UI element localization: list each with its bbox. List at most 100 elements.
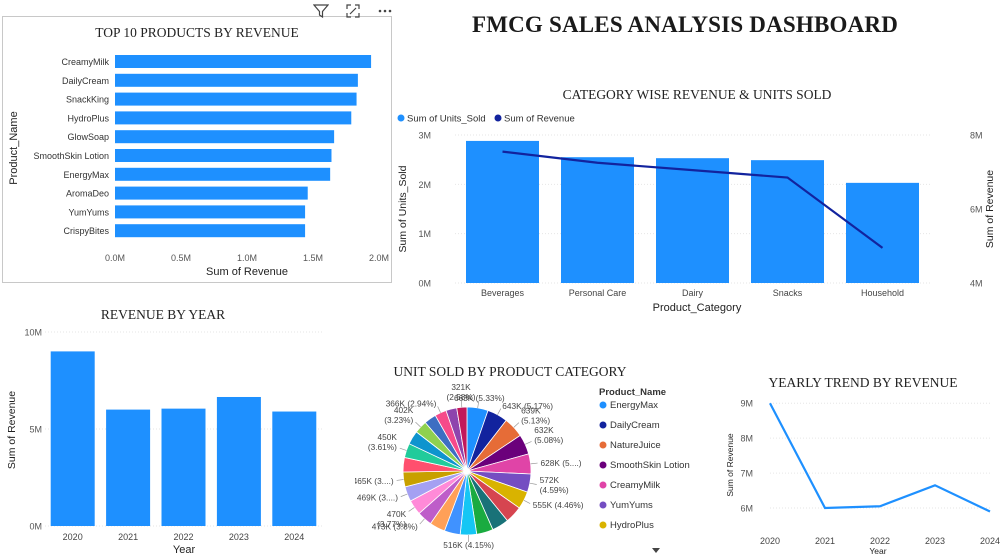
top10-x-tick-label: 1.0M bbox=[237, 253, 257, 263]
category-legend-label: Sum of Units_Sold bbox=[407, 114, 486, 125]
trend-x-axis-label: Year bbox=[869, 546, 886, 555]
pie-data-label: (5.08%) bbox=[534, 435, 563, 445]
pie-legend-label: EnergyMax bbox=[610, 400, 658, 411]
category-y-tick-label: 2M bbox=[418, 180, 431, 190]
category-y2-axis-label: Sum of Revenue bbox=[984, 170, 996, 248]
trend-y-tick-label: 8M bbox=[740, 434, 753, 444]
top10-bar bbox=[115, 111, 351, 124]
year-x-tick-label: 2024 bbox=[284, 532, 304, 542]
pie-legend-label: HydroPlus bbox=[610, 520, 654, 531]
top10-bar bbox=[115, 168, 330, 181]
year-bar bbox=[51, 351, 95, 526]
pie-data-label: (4.59%) bbox=[540, 485, 569, 495]
pie-leader-line bbox=[409, 507, 415, 511]
trend-x-tick-label: 2023 bbox=[925, 536, 945, 546]
category-x-tick-label: Beverages bbox=[481, 288, 525, 298]
pie-leader-line bbox=[415, 422, 420, 427]
pie-leader-line bbox=[400, 448, 407, 450]
category-bar bbox=[656, 158, 729, 283]
pie-data-label: 366K (2.94%) bbox=[386, 399, 437, 409]
top10-category-label: CreamyMilk bbox=[61, 57, 109, 67]
pie-legend-label: SmoothSkin Lotion bbox=[610, 460, 690, 471]
pie-leader-line bbox=[531, 463, 538, 464]
year-title: REVENUE BY YEAR bbox=[101, 307, 225, 322]
trend-x-tick-label: 2022 bbox=[870, 536, 890, 546]
top10-x-tick-label: 2.0M bbox=[369, 253, 389, 263]
pie-legend-label: CreamyMilk bbox=[610, 480, 660, 491]
top10-bar bbox=[115, 205, 305, 218]
pie-data-label: 628K (5....) bbox=[541, 458, 582, 468]
category-bar bbox=[846, 183, 919, 283]
year-y-tick-label: 5M bbox=[29, 425, 42, 435]
pie-legend-label: YumYums bbox=[610, 500, 653, 511]
category-title: CATEGORY WISE REVENUE & UNITS SOLD bbox=[563, 87, 832, 102]
top10-bar bbox=[115, 93, 357, 106]
top10-bar bbox=[115, 130, 334, 143]
pie-leader-line bbox=[438, 406, 441, 412]
trend-x-tick-label: 2020 bbox=[760, 536, 780, 546]
pie-data-label: 516K (4.15%) bbox=[443, 540, 494, 550]
category-legend-marker bbox=[398, 115, 405, 122]
top10-bar bbox=[115, 74, 358, 87]
pie-data-label: 632K bbox=[534, 425, 554, 435]
pie-legend-label: DailyCream bbox=[610, 420, 660, 431]
pie-leader-line bbox=[524, 500, 530, 503]
pie-leader-line bbox=[397, 480, 404, 481]
pie-legend-marker bbox=[600, 422, 607, 429]
category-x-tick-label: Snacks bbox=[773, 288, 803, 298]
pie-leader-line bbox=[401, 494, 408, 497]
category-bar bbox=[466, 141, 539, 283]
year-bar bbox=[106, 410, 150, 526]
pie-data-label: 555K (4.46%) bbox=[533, 500, 584, 510]
top10-category-label: YumYums bbox=[68, 207, 109, 217]
year-x-axis-label: Year bbox=[173, 544, 196, 555]
dashboard-title: FMCG SALES ANALYSIS DASHBOARD bbox=[430, 12, 940, 38]
top10-bar bbox=[115, 149, 331, 162]
year-x-tick-label: 2022 bbox=[173, 532, 193, 542]
year-y-tick-label: 10M bbox=[24, 328, 42, 338]
year-y-axis-label: Sum of Revenue bbox=[6, 391, 18, 469]
category-y-tick-label: 0M bbox=[418, 279, 431, 289]
category-y-tick-label: 3M bbox=[418, 131, 431, 141]
trend-y-tick-label: 9M bbox=[740, 399, 753, 409]
pie-data-label: (3.23%) bbox=[384, 415, 413, 425]
pie-data-label: (3.61%) bbox=[368, 442, 397, 452]
category-y-tick-label: 1M bbox=[418, 229, 431, 239]
pie-data-label: 321K bbox=[451, 382, 471, 392]
focus-mode-icon[interactable] bbox=[344, 2, 362, 20]
pie-title: UNIT SOLD BY PRODUCT CATEGORY bbox=[393, 364, 626, 379]
category-y2-tick-label: 6M bbox=[970, 205, 983, 215]
top10-category-label: EnergyMax bbox=[63, 170, 109, 180]
category-panel[interactable]: CATEGORY WISE REVENUE & UNITS SOLD Sum of… bbox=[395, 80, 1000, 320]
legend-scroll-down-icon[interactable] bbox=[652, 548, 660, 553]
top10-bar bbox=[115, 224, 305, 237]
year-bar bbox=[272, 412, 316, 526]
pie-legend-title: Product_Name bbox=[599, 387, 666, 398]
more-options-icon[interactable] bbox=[376, 2, 394, 20]
category-x-tick-label: Dairy bbox=[682, 288, 704, 298]
trend-line bbox=[770, 403, 990, 511]
pie-leader-line bbox=[514, 423, 519, 428]
top10-title: TOP 10 PRODUCTS BY REVENUE bbox=[95, 25, 299, 40]
pie-leader-line bbox=[498, 409, 501, 415]
filter-icon[interactable] bbox=[312, 2, 330, 20]
pie-leader-line bbox=[420, 519, 425, 524]
pie-data-label: 572K bbox=[540, 475, 560, 485]
pie-data-label: 465K (3....) bbox=[355, 476, 394, 486]
category-x-axis-label: Product_Category bbox=[653, 302, 742, 314]
pie-leader-line bbox=[530, 483, 537, 484]
year-x-tick-label: 2020 bbox=[63, 532, 83, 542]
top10-category-label: DailyCream bbox=[62, 76, 109, 86]
pie-legend-marker bbox=[600, 402, 607, 409]
top10-panel[interactable]: TOP 10 PRODUCTS BY REVENUE CreamyMilk Dail… bbox=[2, 16, 392, 283]
top10-category-label: CrispyBites bbox=[63, 226, 109, 236]
year-x-tick-label: 2023 bbox=[229, 532, 249, 542]
pie-data-label: 470K bbox=[387, 509, 407, 519]
pie-data-label: 450K bbox=[378, 432, 398, 442]
